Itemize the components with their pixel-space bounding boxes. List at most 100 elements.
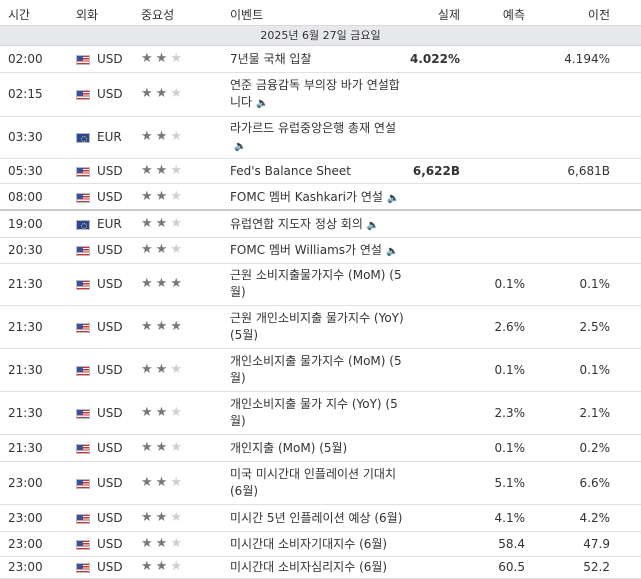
header-currency[interactable]: 외화 [76, 8, 99, 22]
event-currency: USD [97, 476, 123, 490]
event-name[interactable]: 근원 개인소비지출 물가지수 (YoY) (5월) [230, 311, 404, 342]
star-filled-icon: ★ [170, 276, 185, 291]
event-name[interactable]: 연준 금융감독 부의장 바가 연설합니다 [230, 78, 400, 109]
event-name-link[interactable]: 라가르드 유럽중앙은행 총재 연설 🔈 [230, 120, 408, 155]
table-row[interactable]: 21:30 USD ★★★ 개인소비지출 물가 지수 (YoY) (5월) 2.3% 2.… [0, 392, 641, 435]
event-name-link[interactable]: 미시간대 소비자기대지수 (6월) [230, 536, 408, 553]
table-row[interactable]: 23:00 USD ★★★ 미시간 5년 인플레이션 예상 (6월) 4.1% 4.2% [0, 505, 641, 532]
star-filled-icon: ★ [141, 189, 156, 204]
star-filled-icon: ★ [141, 559, 156, 574]
event-currency: USD [97, 164, 123, 178]
event-currency: USD [97, 441, 123, 455]
event-name-link[interactable]: FOMC 멤버 Kashkari가 연설 🔈 [230, 189, 408, 207]
event-currency: USD [97, 52, 123, 66]
event-name-link[interactable]: 근원 소비지출물가지수 (MoM) (5월) [230, 267, 408, 301]
star-filled-icon: ★ [141, 51, 156, 66]
event-name-link[interactable]: 미국 미시간대 인플레이션 기대치 (6월) [230, 466, 408, 500]
event-name[interactable]: 7년물 국채 입찰 [230, 52, 312, 66]
star-filled-icon: ★ [155, 242, 171, 257]
event-name-link[interactable]: 개인지출 (MoM) (5월) [230, 440, 408, 457]
event-name[interactable]: FOMC 멤버 Kashkari가 연설 [230, 190, 383, 204]
event-name-link[interactable]: 유럽연합 지도자 정상 회의 🔈 [230, 216, 408, 234]
event-time: 21:30 [8, 441, 43, 455]
event-name-link[interactable]: 개인소비지출 물가지수 (MoM) (5월) [230, 353, 408, 387]
table-row[interactable]: 05:30 USD ★★★ Fed's Balance Sheet 6,622B 6,68… [0, 159, 641, 184]
importance-stars: ★★★ [141, 276, 185, 291]
event-currency: USD [97, 277, 123, 291]
table-row[interactable]: 21:30 USD ★★★ 개인지출 (MoM) (5월) 0.1% 0.2% [0, 435, 641, 462]
event-name-link[interactable]: 근원 개인소비지출 물가지수 (YoY) (5월) [230, 310, 408, 344]
star-filled-icon: ★ [141, 362, 156, 377]
table-row[interactable]: 23:00 USD ★★★ 미국 미시간대 인플레이션 기대치 (6월) 5.1% 6.6… [0, 462, 641, 505]
event-name[interactable]: 근원 소비지출물가지수 (MoM) (5월) [230, 268, 402, 299]
event-name-link[interactable]: 미시간대 소비자심리지수 (6월) [230, 559, 408, 576]
event-name-link[interactable]: FOMC 멤버 Williams가 연설 🔈 [230, 242, 408, 260]
event-name[interactable]: 미시간대 소비자심리지수 (6월) [230, 560, 388, 574]
event-currency: EUR [97, 217, 122, 231]
forecast-value: 0.1% [494, 441, 526, 455]
us-flag-icon [76, 323, 90, 333]
header-event[interactable]: 이벤트 [230, 8, 264, 22]
us-flag-icon [76, 55, 90, 65]
star-empty-icon: ★ [170, 129, 185, 144]
star-empty-icon: ★ [170, 536, 185, 551]
table-row[interactable]: 23:00 USD ★★★ 미시간대 소비자기대지수 (6월) 58.4 47.9 [0, 532, 641, 557]
table-row[interactable]: 20:30 USD ★★★ FOMC 멤버 Williams가 연설 🔈 [0, 238, 641, 264]
actual-value: 6,622B [412, 164, 460, 178]
event-name-link[interactable]: 미시간 5년 인플레이션 예상 (6월) [230, 510, 408, 527]
star-empty-icon: ★ [170, 216, 185, 231]
header-time[interactable]: 시간 [8, 8, 31, 22]
star-filled-icon: ★ [155, 536, 171, 551]
table-row[interactable]: 08:00 USD ★★★ FOMC 멤버 Kashkari가 연설 🔈 [0, 184, 641, 211]
event-currency: USD [97, 190, 123, 204]
speaker-icon: 🔈 [366, 220, 380, 231]
event-name[interactable]: 개인소비지출 물가지수 (MoM) (5월) [230, 354, 402, 385]
event-name-link[interactable]: 7년물 국채 입찰 [230, 51, 408, 68]
event-time: 19:00 [8, 217, 43, 231]
importance-stars: ★★★ [141, 510, 185, 525]
header-previous[interactable]: 이전 [587, 8, 610, 22]
event-name[interactable]: 미국 미시간대 인플레이션 기대치 (6월) [230, 467, 397, 498]
star-filled-icon: ★ [155, 51, 171, 66]
importance-stars: ★★★ [141, 86, 185, 101]
speaker-icon: 🔈 [256, 98, 269, 109]
table-row[interactable]: 21:30 USD ★★★ 근원 소비지출물가지수 (MoM) (5월) 0.1% 0.1… [0, 264, 641, 306]
event-name[interactable]: Fed's Balance Sheet [230, 164, 351, 178]
event-name[interactable]: 라가르드 유럽중앙은행 총재 연설 [230, 121, 397, 135]
event-name-link[interactable]: 개인소비지출 물가 지수 (YoY) (5월) [230, 396, 408, 430]
event-name[interactable]: 미시간대 소비자기대지수 (6월) [230, 537, 388, 551]
event-name[interactable]: 미시간 5년 인플레이션 예상 (6월) [230, 511, 403, 525]
event-time: 23:00 [8, 476, 43, 490]
table-row[interactable]: 03:30 EUR ★★★ 라가르드 유럽중앙은행 총재 연설🔈 [0, 117, 641, 159]
event-currency: USD [97, 560, 123, 574]
us-flag-icon [76, 366, 90, 376]
forecast-value: 60.5 [498, 560, 525, 574]
table-row[interactable]: 21:30 USD ★★★ 개인소비지출 물가지수 (MoM) (5월) 0.1% 0.1… [0, 349, 641, 392]
importance-stars: ★★★ [141, 242, 185, 257]
header-actual[interactable]: 실제 [437, 8, 460, 22]
event-name-link[interactable]: 연준 금융감독 부의장 바가 연설합니다 🔈 [230, 77, 408, 112]
table-row[interactable]: 02:15 USD ★★★ 연준 금융감독 부의장 바가 연설합니다 🔈 [0, 73, 641, 117]
us-flag-icon [76, 409, 90, 419]
event-name[interactable]: 개인소비지출 물가 지수 (YoY) (5월) [230, 397, 398, 428]
importance-stars: ★★★ [141, 559, 185, 574]
table-row[interactable]: 23:00 USD ★★★ 미시간대 소비자심리지수 (6월) 60.5 52.2 [0, 557, 641, 579]
speaker-icon: 🔈 [386, 193, 400, 204]
event-name[interactable]: 유럽연합 지도자 정상 회의 [230, 217, 363, 231]
event-name[interactable]: 개인지출 (MoM) (5월) [230, 441, 348, 455]
header-importance[interactable]: 중요성 [141, 8, 175, 22]
event-currency: USD [97, 511, 123, 525]
previous-value: 6,681B [567, 164, 610, 178]
star-filled-icon: ★ [141, 86, 156, 101]
table-row[interactable]: 19:00 EUR ★★★ 유럽연합 지도자 정상 회의 🔈 [0, 211, 641, 238]
header-forecast[interactable]: 예측 [502, 8, 525, 22]
event-name-link[interactable]: Fed's Balance Sheet [230, 163, 408, 180]
star-empty-icon: ★ [170, 405, 185, 420]
star-filled-icon: ★ [155, 86, 171, 101]
event-name[interactable]: FOMC 멤버 Williams가 연설 [230, 243, 382, 257]
star-filled-icon: ★ [141, 405, 156, 420]
table-row[interactable]: 21:30 USD ★★★ 근원 개인소비지출 물가지수 (YoY) (5월) 2.6%… [0, 306, 641, 349]
table-row[interactable]: 02:00 USD ★★★ 7년물 국채 입찰 4.022% 4.194% [0, 46, 641, 73]
forecast-value: 0.1% [494, 277, 526, 291]
importance-stars: ★★★ [141, 319, 185, 334]
